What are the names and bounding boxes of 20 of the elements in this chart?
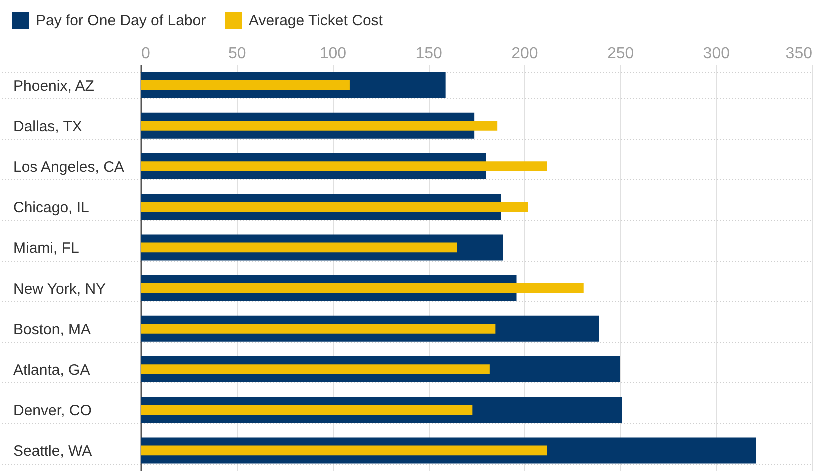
y-tick-label: Denver, CO bbox=[14, 402, 92, 420]
x-tick-label: 100 bbox=[320, 46, 347, 62]
y-tick-label: Los Angeles, CA bbox=[14, 159, 124, 176]
y-tick-label: Boston, MA bbox=[14, 321, 92, 338]
x-tick-label: 50 bbox=[228, 46, 246, 62]
x-tick-label: 200 bbox=[512, 46, 538, 62]
y-tick-label: New York, NY bbox=[14, 280, 106, 298]
y-tick-label: Chicago, IL bbox=[14, 200, 90, 217]
x-tick-label: 350 bbox=[786, 46, 813, 62]
y-tick-label: Phoenix, AZ bbox=[14, 78, 94, 95]
y-tick-label: Seattle, WA bbox=[14, 443, 92, 460]
x-tick-label: 150 bbox=[416, 46, 443, 62]
y-tick-label: Atlanta, GA bbox=[14, 362, 90, 379]
x-tick-label: 0 bbox=[142, 46, 150, 62]
y-tick-label: Miami, FL bbox=[14, 240, 80, 258]
x-tick-label: 300 bbox=[703, 46, 730, 62]
y-tick-label: Dallas, TX bbox=[14, 118, 82, 136]
legend-label: Pay for One Day of Labor bbox=[36, 12, 206, 30]
legend-label: Average Ticket Cost bbox=[249, 12, 384, 30]
x-tick-label: 250 bbox=[607, 46, 634, 62]
